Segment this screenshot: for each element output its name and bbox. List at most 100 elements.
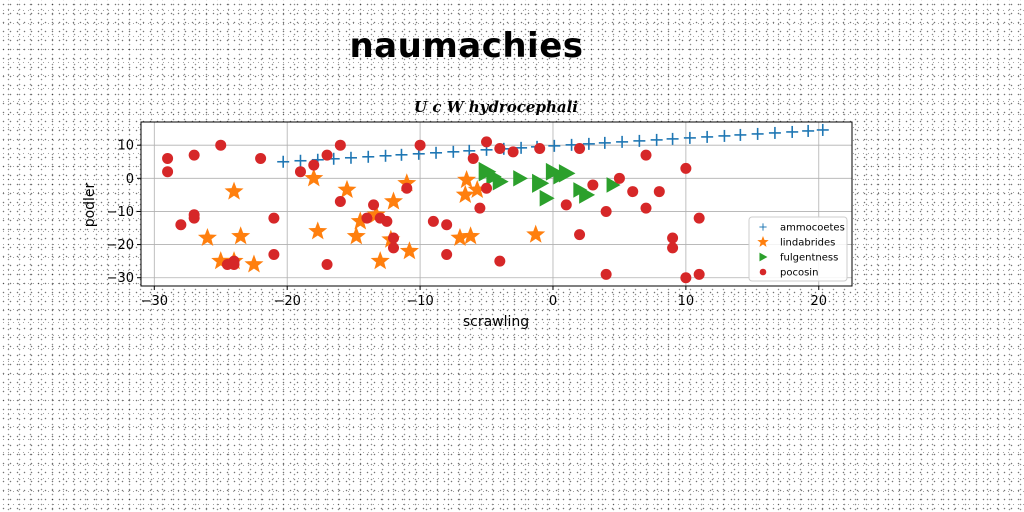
pocosin-point	[388, 232, 400, 244]
y-tick-label: −10	[107, 205, 134, 220]
ammocoetes-point	[683, 131, 696, 144]
legend-item-pocosin: pocosin	[759, 268, 818, 279]
lindabrides-point	[383, 191, 404, 210]
pocosin-point	[381, 215, 393, 227]
fulgentness-point	[532, 173, 550, 193]
lindabrides-point	[457, 169, 477, 189]
lindabrides-point	[244, 254, 264, 273]
fulgentness-point	[573, 182, 588, 198]
legend-pocosin-marker	[759, 268, 767, 276]
legend-label: ammocoetes	[780, 223, 845, 234]
ammocoetes-point	[734, 128, 747, 141]
pocosin-point	[308, 159, 320, 171]
pocosin-point	[613, 172, 625, 184]
lindabrides-point	[526, 224, 546, 243]
pocosin-point	[255, 152, 267, 164]
pocosin-point	[334, 196, 346, 208]
lindabrides-point	[370, 251, 390, 270]
chart-subtitle: U c W hydrocephali	[414, 98, 578, 116]
x-axis-label: scrawling	[463, 314, 529, 330]
plot-frame	[140, 121, 853, 287]
main-title: naumachies	[349, 26, 584, 66]
pocosin-point	[228, 258, 240, 270]
pocosin-point	[334, 139, 346, 151]
legend-item-ammocoetes: ammocoetes	[759, 223, 845, 234]
legend-lindabrides-marker	[757, 236, 769, 247]
x-tick-label: −10	[406, 294, 433, 309]
legend-box	[748, 216, 848, 282]
ammocoetes-point	[294, 154, 307, 167]
fulgentness-point	[558, 164, 576, 183]
ammocoetes-point	[616, 135, 629, 148]
ammocoetes-point	[344, 151, 357, 164]
ammocoetes-point	[816, 123, 829, 136]
fulgentness-point	[606, 177, 621, 193]
pocosin-point	[414, 139, 426, 151]
pocosin-point	[693, 212, 705, 224]
ammocoetes-point	[447, 145, 460, 158]
pocosin-point	[268, 249, 280, 261]
ammocoetes-point	[768, 126, 781, 139]
pocosin-point	[600, 268, 612, 280]
lindabrides-point	[461, 226, 481, 245]
pocosin-point	[640, 202, 652, 214]
x-tick-label: −30	[141, 294, 168, 309]
y-axis-label: podler	[82, 182, 98, 227]
pocosin-point	[294, 166, 306, 178]
pocosin-point	[693, 268, 705, 280]
x-tick-label: 20	[811, 294, 828, 309]
legend-item-fulgentness: fulgentness	[759, 253, 838, 264]
lindabrides-point	[337, 179, 357, 199]
pocosin-point	[175, 219, 187, 231]
ammocoetes-point	[666, 132, 679, 145]
pocosin-point	[574, 143, 586, 155]
lindabrides-point	[467, 179, 487, 199]
ammocoetes-point	[633, 134, 646, 147]
lindabrides-point	[397, 173, 417, 192]
pocosin-point	[368, 199, 380, 211]
pocosin-point	[507, 146, 519, 158]
pocosin-point	[361, 212, 373, 224]
fulgentness-point	[539, 189, 555, 207]
ammocoetes-point	[751, 127, 764, 140]
ammocoetes-point	[548, 139, 561, 152]
pocosin-point	[481, 182, 493, 194]
pocosin-point	[560, 199, 572, 211]
ammocoetes-point	[362, 150, 375, 163]
lindabrides-point	[231, 226, 251, 245]
y-tick-label: 10	[117, 139, 134, 154]
ammocoetes-point	[598, 136, 611, 149]
pocosin-point	[321, 258, 333, 270]
pocosin-point	[188, 149, 200, 161]
lindabrides-point	[346, 226, 366, 245]
ammocoetes-point	[379, 149, 392, 162]
y-tick-label: 0	[126, 172, 134, 187]
pocosin-point	[481, 136, 493, 148]
legend-item-lindabrides: lindabrides	[757, 236, 835, 249]
pocosin-point	[162, 152, 174, 164]
legend-label: pocosin	[780, 268, 818, 279]
pocosin-point	[667, 232, 679, 244]
ammocoetes-point	[430, 146, 443, 159]
lindabrides-point	[211, 251, 231, 270]
legend-label: lindabrides	[780, 238, 835, 249]
ammocoetes-point	[718, 129, 731, 142]
lindabrides-point	[308, 221, 328, 240]
legend-ammocoetes-marker	[759, 223, 767, 231]
lindabrides-point	[455, 184, 475, 203]
ammocoetes-point	[582, 137, 595, 150]
ammocoetes-point	[395, 148, 408, 161]
lindabrides-point	[399, 241, 419, 260]
pocosin-point	[587, 179, 599, 191]
legend-fulgentness-marker	[759, 252, 768, 262]
pocosin-point	[574, 229, 586, 241]
pocosin-point	[494, 255, 506, 267]
pocosin-point	[188, 212, 200, 224]
pocosin-point	[627, 186, 639, 198]
pocosin-point	[441, 249, 453, 261]
x-tick-label: −20	[273, 294, 300, 309]
ammocoetes-point	[701, 130, 714, 143]
pocosin-point	[680, 272, 692, 284]
pocosin-point	[321, 149, 333, 161]
